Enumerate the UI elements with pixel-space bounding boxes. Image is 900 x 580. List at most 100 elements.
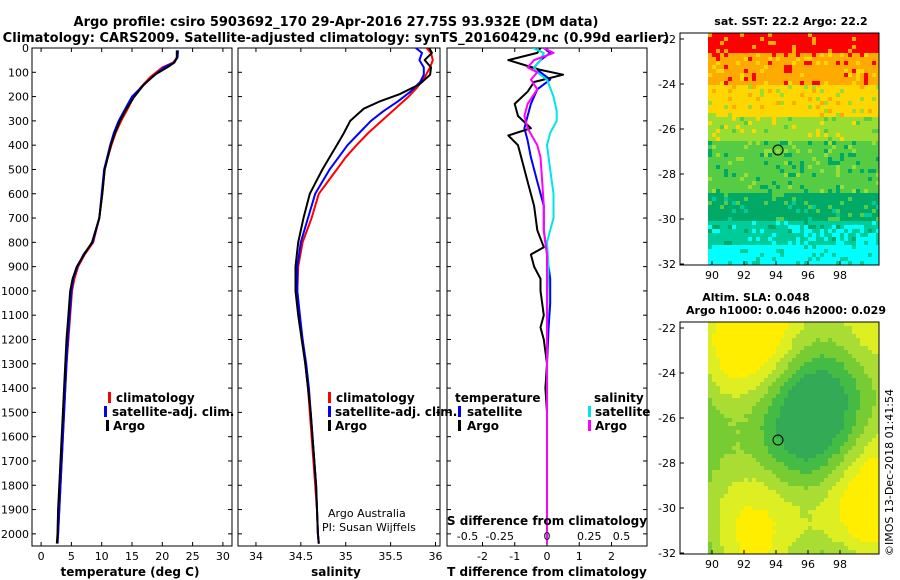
map-cell <box>864 506 868 510</box>
map-cell <box>876 169 879 173</box>
map-cell <box>748 181 752 185</box>
map-cell <box>852 406 856 410</box>
map-cell <box>808 358 812 362</box>
map-cell <box>832 426 836 430</box>
map-cell <box>772 434 776 438</box>
map-cell <box>800 141 804 145</box>
map-cell <box>872 97 876 101</box>
map-cell <box>868 101 872 105</box>
map-cell <box>876 386 879 390</box>
map-cell <box>852 197 856 201</box>
map-cell <box>824 370 828 374</box>
map-cell <box>776 249 780 253</box>
map-cell <box>752 201 756 205</box>
map-cell <box>728 233 732 237</box>
map-cell <box>860 221 864 225</box>
map-cell <box>740 205 744 209</box>
map-cell <box>708 225 712 229</box>
map-cell <box>856 177 860 181</box>
map-cell <box>792 322 796 326</box>
map-cell <box>764 37 768 41</box>
map-cell <box>792 334 796 338</box>
map-cell <box>832 402 836 406</box>
map-cell <box>860 358 864 362</box>
map-cell <box>764 221 768 225</box>
map-cell <box>852 386 856 390</box>
map-cell <box>832 414 836 418</box>
map-cell <box>828 125 832 129</box>
map-cell <box>712 442 716 446</box>
map-cell <box>772 241 776 245</box>
map-cell <box>832 85 836 89</box>
map-cell <box>728 261 732 265</box>
map-cell <box>840 237 844 241</box>
map-cell <box>840 85 844 89</box>
map-cell <box>800 33 804 37</box>
y-tick-label: 500 <box>8 163 29 176</box>
map-cell <box>768 217 772 221</box>
map-cell <box>784 510 788 514</box>
map-cell <box>768 334 772 338</box>
map-cell <box>712 117 716 121</box>
map-cell <box>728 478 732 482</box>
map-cell <box>756 129 760 133</box>
map-cell <box>840 121 844 125</box>
map-cell <box>828 474 832 478</box>
map-cell <box>708 474 712 478</box>
map-cell <box>776 57 780 61</box>
map-cell <box>828 109 832 113</box>
map-cell <box>800 330 804 334</box>
map-cell <box>796 201 800 205</box>
map-cell <box>864 109 868 113</box>
map-cell <box>708 414 712 418</box>
map-cell <box>792 406 796 410</box>
map-cell <box>804 33 808 37</box>
map-cell <box>856 105 860 109</box>
map-cell <box>748 378 752 382</box>
map-cell <box>864 426 868 430</box>
map-cell <box>796 506 800 510</box>
map-cell <box>740 382 744 386</box>
map-cell <box>716 458 720 462</box>
map-cell <box>760 101 764 105</box>
map-cell <box>836 514 840 518</box>
map-cell <box>764 394 768 398</box>
map-cell <box>824 454 828 458</box>
map-cell <box>716 374 720 378</box>
map-cell <box>812 486 816 490</box>
map-cell <box>864 322 868 326</box>
map-cell <box>832 205 836 209</box>
map-cell <box>852 205 856 209</box>
map-cell <box>796 61 800 65</box>
map-cell <box>832 149 836 153</box>
map-cell <box>840 322 844 326</box>
map-cell <box>744 181 748 185</box>
map-cell <box>868 137 872 141</box>
map-cell <box>868 410 872 414</box>
map-cell <box>852 169 856 173</box>
map-cell <box>768 470 772 474</box>
map-cell <box>868 506 872 510</box>
map-cell <box>760 189 764 193</box>
map-cell <box>800 189 804 193</box>
map-cell <box>796 358 800 362</box>
map-cell <box>872 486 876 490</box>
map-cell <box>800 522 804 526</box>
map-cell <box>812 430 816 434</box>
map-cell <box>760 61 764 65</box>
map-cell <box>864 434 868 438</box>
map-cell <box>732 334 736 338</box>
map-cell <box>772 93 776 97</box>
map-cell <box>824 354 828 358</box>
map-cell <box>736 117 740 121</box>
map-cell <box>708 125 712 129</box>
map-cell <box>804 326 808 330</box>
map-cell <box>816 213 820 217</box>
map-cell <box>868 185 872 189</box>
map-cell <box>864 125 868 129</box>
map-cell <box>832 438 836 442</box>
map-cell <box>768 354 772 358</box>
map-cell <box>780 153 784 157</box>
map-cell <box>828 522 832 526</box>
map-cell <box>868 466 872 470</box>
